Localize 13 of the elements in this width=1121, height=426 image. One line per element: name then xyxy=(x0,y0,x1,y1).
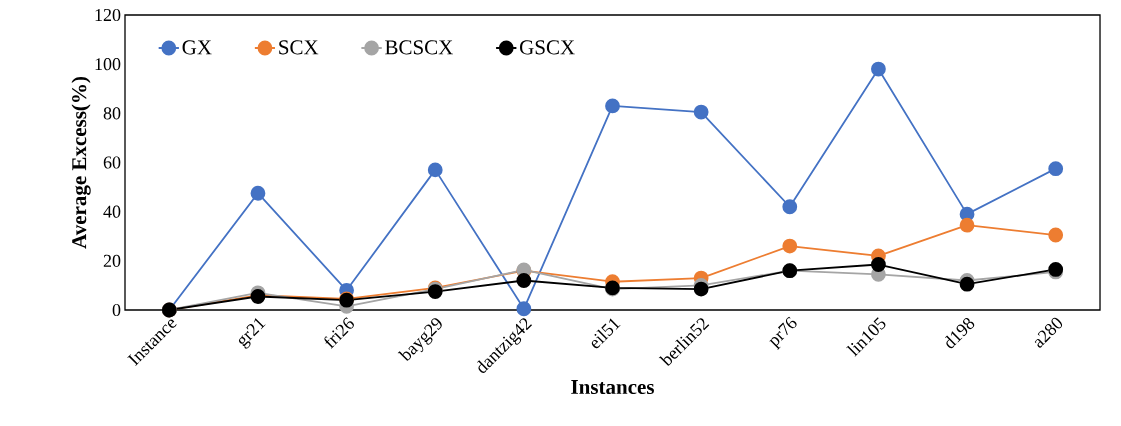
legend-label: GSCX xyxy=(520,40,575,55)
y-tick-label: 0 xyxy=(112,303,121,317)
y-tick-label: 40 xyxy=(103,205,121,218)
legend-label: SCX xyxy=(279,40,319,55)
legend-label: GX xyxy=(182,40,212,55)
y-tick-label: 60 xyxy=(103,156,121,169)
y-tick-label: 120 xyxy=(95,8,121,22)
legend-label: BCSCX xyxy=(385,40,453,55)
y-tick-label: 20 xyxy=(103,254,121,267)
y-tick-label: 80 xyxy=(103,107,121,120)
y-axis-title: Average Excess(%) xyxy=(71,77,91,249)
x-axis-title: Instances xyxy=(571,380,654,395)
y-tick-label: 100 xyxy=(95,58,121,71)
